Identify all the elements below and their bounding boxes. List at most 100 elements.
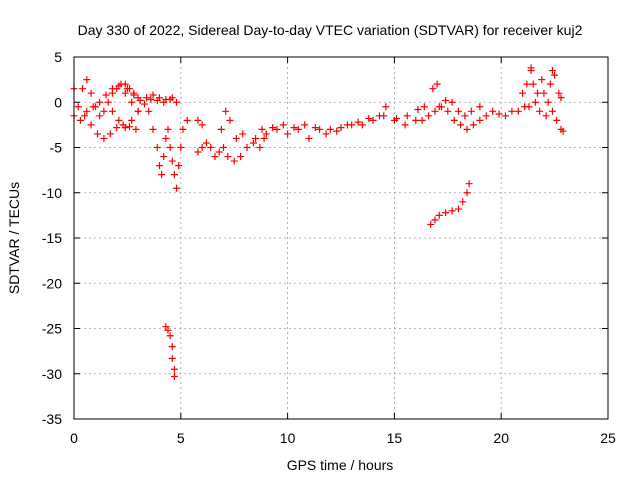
data-point [87, 89, 95, 97]
data-point [525, 103, 533, 111]
data-point [175, 162, 183, 170]
data-point [435, 103, 443, 111]
series-arc-M [427, 180, 473, 228]
y-tick-label: -20 [42, 275, 62, 291]
data-point [301, 121, 309, 129]
data-point [145, 107, 153, 115]
data-point [108, 85, 116, 93]
data-point [113, 124, 121, 132]
chart-title: Day 330 of 2022, Sidereal Day-to-day VTE… [78, 22, 583, 38]
data-point [168, 157, 176, 165]
data-point [100, 134, 108, 142]
data-point [164, 326, 172, 334]
data-point [461, 112, 469, 120]
data-point [81, 112, 89, 120]
data-point [149, 91, 157, 99]
data-point [555, 89, 563, 97]
data-point [134, 107, 142, 115]
data-point [501, 112, 509, 120]
data-point [369, 116, 377, 124]
data-point [427, 220, 435, 228]
data-point [529, 80, 537, 88]
data-point [538, 76, 546, 84]
data-point [202, 139, 210, 147]
data-point [463, 125, 471, 133]
y-tick-label: 0 [54, 94, 62, 110]
data-point [294, 125, 302, 133]
data-point [284, 130, 292, 138]
data-point [375, 112, 383, 120]
data-point [132, 125, 140, 133]
y-tick-label: -15 [42, 230, 62, 246]
data-point [237, 153, 245, 161]
data-point [548, 67, 556, 75]
data-point [115, 116, 123, 124]
series-arc-A [70, 76, 142, 120]
data-point [557, 94, 565, 102]
data-point [168, 354, 176, 362]
data-point [128, 98, 136, 106]
data-point [123, 85, 131, 93]
data-point [514, 107, 522, 115]
y-tick-label: 5 [54, 49, 62, 65]
data-point [527, 64, 535, 72]
data-point [249, 139, 257, 147]
data-point [194, 116, 202, 124]
data-point [463, 189, 471, 197]
data-point [160, 153, 168, 161]
x-tick-label: 10 [280, 430, 296, 446]
data-point [222, 107, 230, 115]
data-point [508, 107, 516, 115]
data-point [393, 115, 401, 123]
axis-ticks: 0 5 10 15 20 25 5 0 -5 -10 -15 -20 -25 -30 -35 [42, 49, 616, 446]
data-point [217, 125, 225, 133]
data-point [534, 89, 542, 97]
data-point [454, 107, 462, 115]
y-tick-label: -35 [42, 411, 62, 427]
data-point [126, 123, 134, 131]
data-point [198, 121, 206, 129]
y-axis-label: SDTVAR / TECUs [6, 182, 22, 294]
data-point [215, 148, 223, 156]
data-point [467, 107, 475, 115]
data-point [177, 144, 185, 151]
data-point [224, 153, 232, 161]
data-point [155, 94, 163, 102]
x-tick-label: 25 [600, 430, 616, 446]
data-point [476, 116, 484, 124]
data-point [194, 148, 202, 156]
series-arc-K [418, 103, 529, 133]
data-point [548, 107, 556, 115]
y-tick-label: -5 [50, 140, 63, 156]
data-point [162, 323, 170, 331]
data-point [170, 171, 178, 179]
data-point [162, 134, 170, 142]
data-point [258, 125, 266, 133]
data-point [170, 372, 178, 380]
data-point [365, 115, 373, 123]
data-point [444, 107, 452, 115]
data-point [183, 116, 191, 124]
data-point [106, 130, 114, 138]
x-tick-label: 20 [493, 430, 509, 446]
data-point [531, 98, 539, 106]
data-point [403, 112, 411, 120]
data-point [322, 130, 330, 138]
data-point [128, 116, 136, 124]
data-point [429, 85, 437, 93]
data-point [104, 98, 112, 106]
data-point [454, 205, 462, 213]
data-point [544, 98, 552, 106]
data-point [326, 125, 334, 133]
data-point [442, 209, 450, 217]
data-point [553, 116, 561, 124]
x-tick-label: 5 [177, 430, 185, 446]
data-point [459, 198, 467, 206]
data-point [207, 144, 215, 151]
data-point [489, 107, 497, 115]
data-point [143, 94, 151, 102]
data-point [290, 124, 298, 132]
x-axis-label: GPS time / hours [287, 457, 394, 473]
data-point [226, 116, 234, 124]
